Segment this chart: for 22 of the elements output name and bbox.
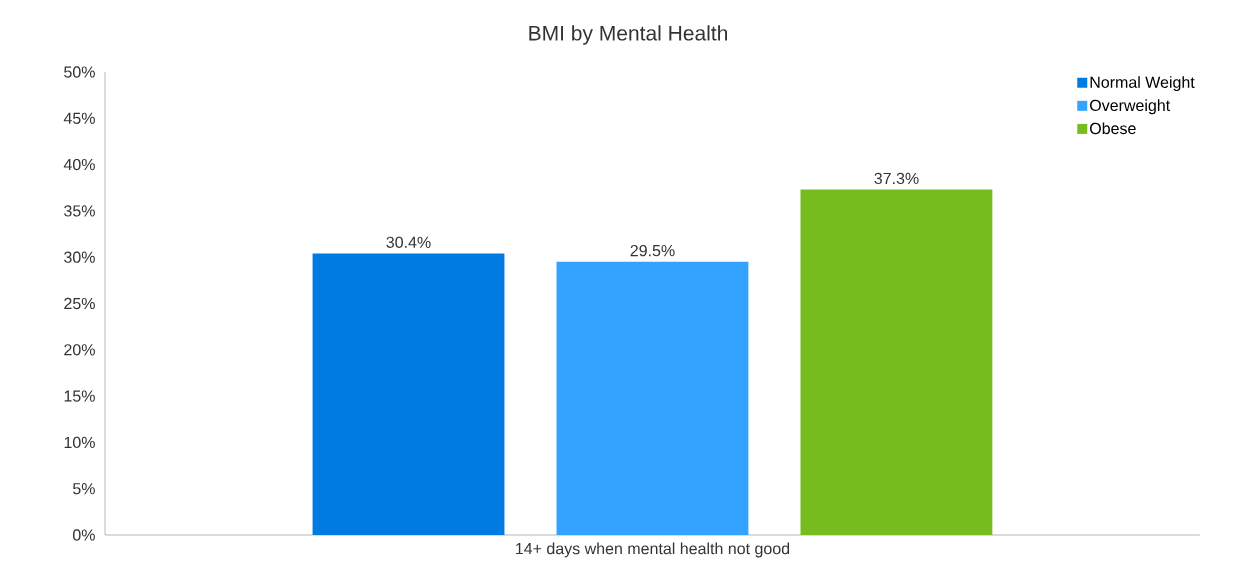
y-tick-label: 5% — [73, 483, 95, 495]
y-tick-label: 30% — [64, 251, 95, 263]
bar — [800, 189, 993, 535]
legend-label: Overweight — [1090, 99, 1171, 115]
y-tick-label: 45% — [63, 112, 95, 124]
y-tick-label: 50% — [64, 66, 95, 78]
bar — [556, 261, 749, 535]
data-label: 30.4% — [386, 236, 431, 248]
x-tick-label: 14+ days when mental health not good — [516, 542, 790, 558]
data-label: 29.5% — [630, 244, 675, 257]
bar — [312, 253, 505, 535]
y-tick-label: 20% — [64, 344, 95, 356]
y-tick-label: 25% — [64, 297, 95, 310]
y-tick-label: 10% — [64, 436, 95, 449]
y-tick-label: 35% — [64, 205, 95, 217]
y-tick-label: 15% — [64, 390, 95, 402]
y-tick-label: 0% — [72, 529, 95, 541]
chart-title: BMI by Mental Health — [529, 25, 727, 45]
y-tick-label: 40% — [63, 158, 95, 171]
data-label: 37.3% — [874, 172, 919, 185]
legend-label: Normal Weight — [1090, 76, 1195, 92]
legend-label: Obese — [1090, 122, 1136, 135]
